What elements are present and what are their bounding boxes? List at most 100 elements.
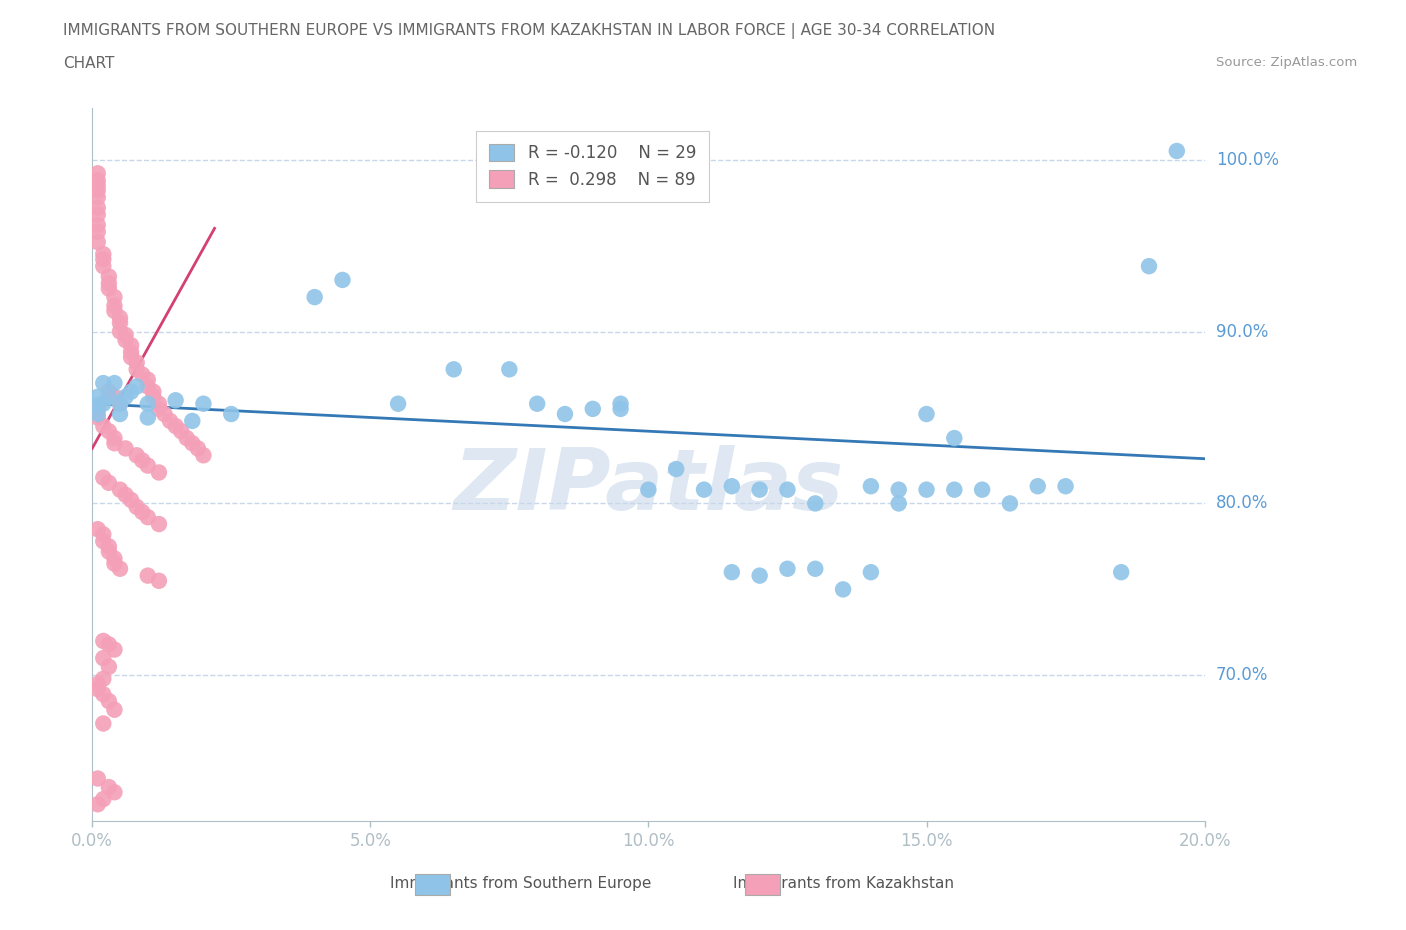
Point [91,246,114,261]
Point [125,362,148,377]
Point [609,402,631,417]
Point [136,458,159,473]
Point [87,771,110,786]
Point [176,431,198,445]
Point [87,398,110,413]
Point [108,406,131,421]
Point [91,376,114,391]
Point [108,396,131,411]
Point [91,716,114,731]
Point [91,791,114,806]
Point [103,376,125,391]
Point [87,402,110,417]
Point [609,396,631,411]
Point [114,487,136,502]
Point [304,289,326,304]
Point [142,384,165,399]
Point [97,475,120,490]
Text: IMMIGRANTS FROM SOUTHERN EUROPE VS IMMIGRANTS FROM KAZAKHSTAN IN LABOR FORCE | A: IMMIGRANTS FROM SOUTHERN EUROPE VS IMMIG… [63,23,995,39]
Point [87,183,110,198]
Point [87,410,110,425]
Point [103,702,125,717]
Point [120,384,142,399]
Point [91,651,114,666]
Point [120,493,142,508]
Point [181,436,204,451]
Point [832,582,855,597]
Text: Source: ZipAtlas.com: Source: ZipAtlas.com [1216,56,1357,69]
Point [97,269,120,284]
Point [97,544,120,559]
Point [87,178,110,193]
Point [1166,143,1188,158]
Point [97,390,120,405]
Point [97,276,120,291]
Point [721,479,744,494]
Point [498,362,520,377]
Point [665,461,688,476]
Point [97,281,120,296]
Legend: R = -0.120    N = 29, R =  0.298    N = 89: R = -0.120 N = 29, R = 0.298 N = 89 [477,130,710,202]
Point [136,396,159,411]
Point [108,562,131,577]
Point [148,517,170,532]
Point [91,671,114,686]
Text: 100.0%: 100.0% [1216,151,1278,168]
Point [87,390,110,405]
Point [91,396,114,411]
Point [91,418,114,433]
Point [1026,479,1049,494]
Point [91,527,114,542]
Point [131,453,153,468]
Point [103,642,125,657]
Point [148,402,170,417]
Point [748,568,770,583]
Point [219,406,242,421]
Point [554,406,576,421]
Point [131,367,153,382]
Point [943,483,966,498]
Text: Immigrants from Southern Europe: Immigrants from Southern Europe [389,876,651,891]
Point [148,396,170,411]
Point [108,311,131,325]
Point [148,574,170,589]
Point [153,406,176,421]
Point [131,505,153,520]
Point [120,345,142,360]
Point [582,402,605,417]
Point [87,218,110,232]
Point [136,568,159,583]
Point [103,431,125,445]
Point [108,315,131,330]
Point [943,431,966,445]
Point [136,410,159,425]
Point [97,539,120,554]
Point [637,483,659,498]
Point [87,166,110,180]
Point [87,173,110,188]
Point [87,522,110,537]
Point [97,424,120,439]
Point [103,556,125,571]
Point [125,499,148,514]
Point [114,390,136,405]
Point [125,448,148,463]
Point [108,396,131,411]
Point [136,372,159,387]
Point [721,565,744,579]
Text: CHART: CHART [63,56,115,71]
Point [114,327,136,342]
Point [804,496,827,511]
Point [125,355,148,370]
Point [91,259,114,273]
Point [693,483,716,498]
Point [972,483,994,498]
Point [108,324,131,339]
Point [87,682,110,697]
Point [915,406,938,421]
Point [91,252,114,267]
Point [91,534,114,549]
Point [776,562,799,577]
Point [87,797,110,812]
Point [136,379,159,394]
